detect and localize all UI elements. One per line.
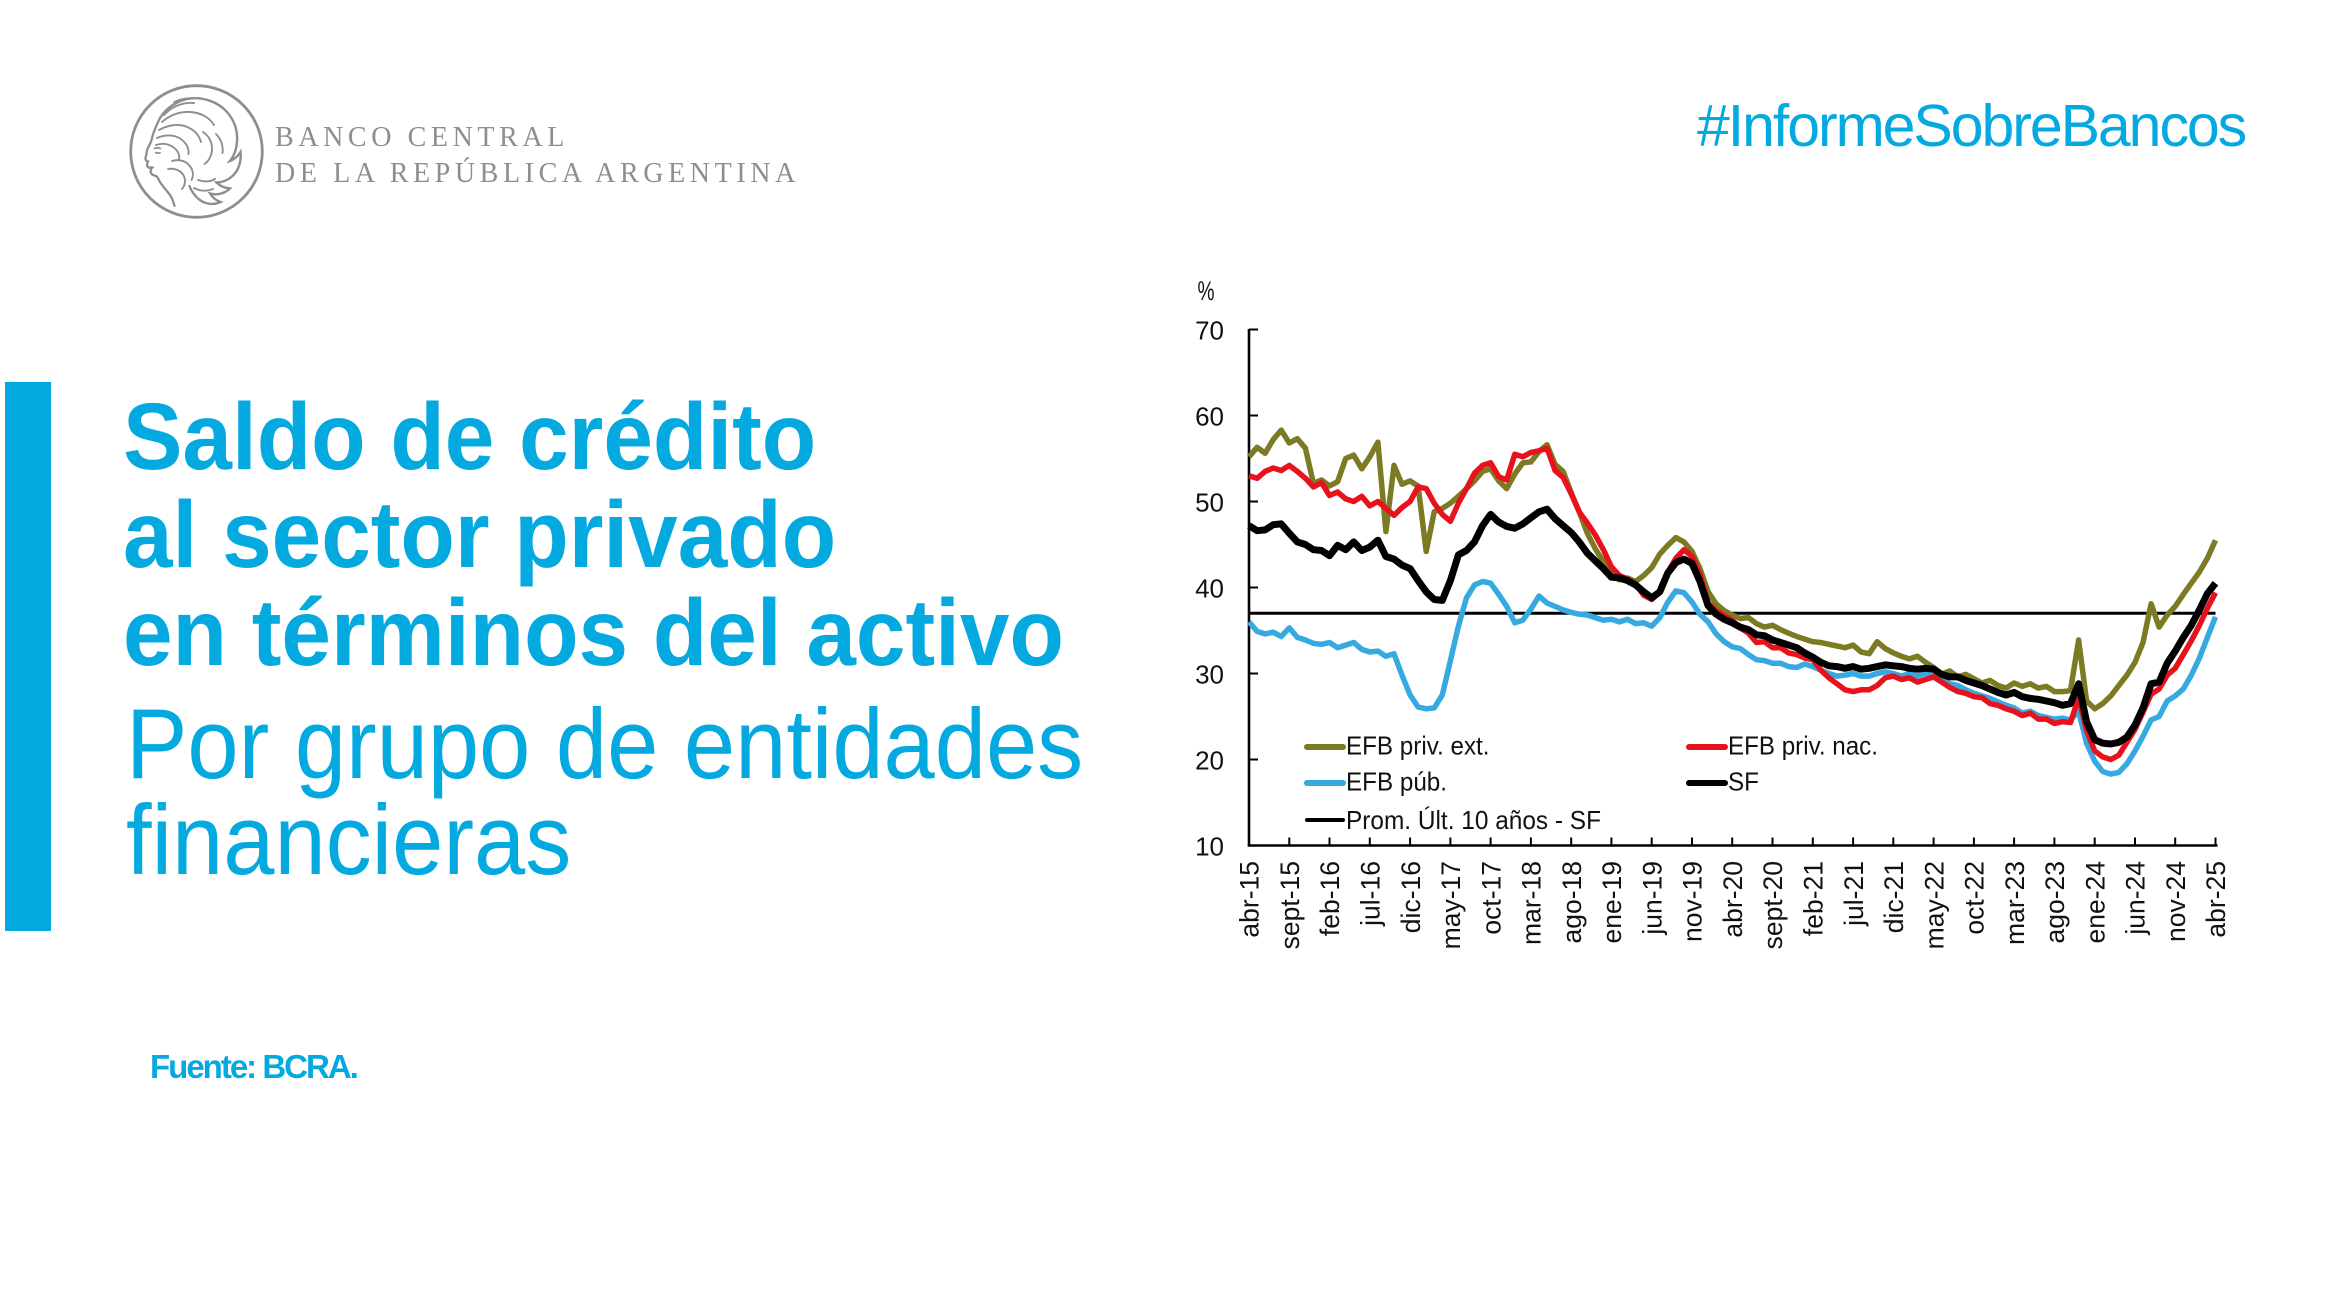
- svg-text:sept-15: sept-15: [1275, 861, 1305, 949]
- svg-text:feb-21: feb-21: [1799, 861, 1829, 936]
- svg-text:abr-25: abr-25: [2201, 861, 2231, 938]
- svg-text:mar-23: mar-23: [2000, 861, 2030, 945]
- svg-text:EFB priv. nac.: EFB priv. nac.: [1728, 731, 1878, 761]
- svg-text:EFB púb.: EFB púb.: [1346, 767, 1447, 797]
- svg-text:jul-21: jul-21: [1839, 861, 1869, 927]
- svg-text:ago-18: ago-18: [1557, 861, 1587, 944]
- svg-text:30: 30: [1195, 660, 1224, 690]
- svg-text:70: 70: [1195, 316, 1224, 346]
- svg-text:10: 10: [1195, 832, 1224, 862]
- svg-text:ago-23: ago-23: [2040, 861, 2070, 944]
- svg-text:oct-17: oct-17: [1476, 861, 1506, 935]
- svg-text:20: 20: [1195, 746, 1224, 776]
- svg-text:jul-16: jul-16: [1356, 861, 1386, 927]
- svg-text:ene-19: ene-19: [1597, 861, 1627, 944]
- svg-text:40: 40: [1195, 574, 1224, 604]
- svg-text:dic-21: dic-21: [1879, 861, 1909, 933]
- svg-text:50: 50: [1195, 488, 1224, 518]
- svg-text:jun-24: jun-24: [2121, 861, 2151, 936]
- svg-text:SF: SF: [1728, 767, 1759, 797]
- svg-text:oct-22: oct-22: [1960, 861, 1990, 935]
- svg-text:abr-20: abr-20: [1718, 861, 1748, 938]
- svg-text:dic-16: dic-16: [1396, 861, 1426, 933]
- svg-text:Prom. Últ. 10 años - SF: Prom. Últ. 10 años - SF: [1346, 805, 1601, 835]
- svg-text:may-17: may-17: [1436, 861, 1466, 949]
- svg-text:EFB priv. ext.: EFB priv. ext.: [1346, 731, 1490, 761]
- svg-text:%: %: [1198, 276, 1215, 306]
- svg-text:ene-24: ene-24: [2080, 861, 2110, 944]
- svg-text:jun-19: jun-19: [1637, 861, 1667, 936]
- svg-text:nov-19: nov-19: [1678, 861, 1708, 942]
- svg-text:mar-18: mar-18: [1517, 861, 1547, 945]
- svg-text:may-22: may-22: [1919, 861, 1949, 949]
- svg-text:60: 60: [1195, 402, 1224, 432]
- svg-text:nov-24: nov-24: [2161, 861, 2191, 942]
- svg-text:sept-20: sept-20: [1758, 861, 1788, 949]
- svg-text:abr-15: abr-15: [1235, 861, 1265, 938]
- svg-text:feb-16: feb-16: [1315, 861, 1345, 936]
